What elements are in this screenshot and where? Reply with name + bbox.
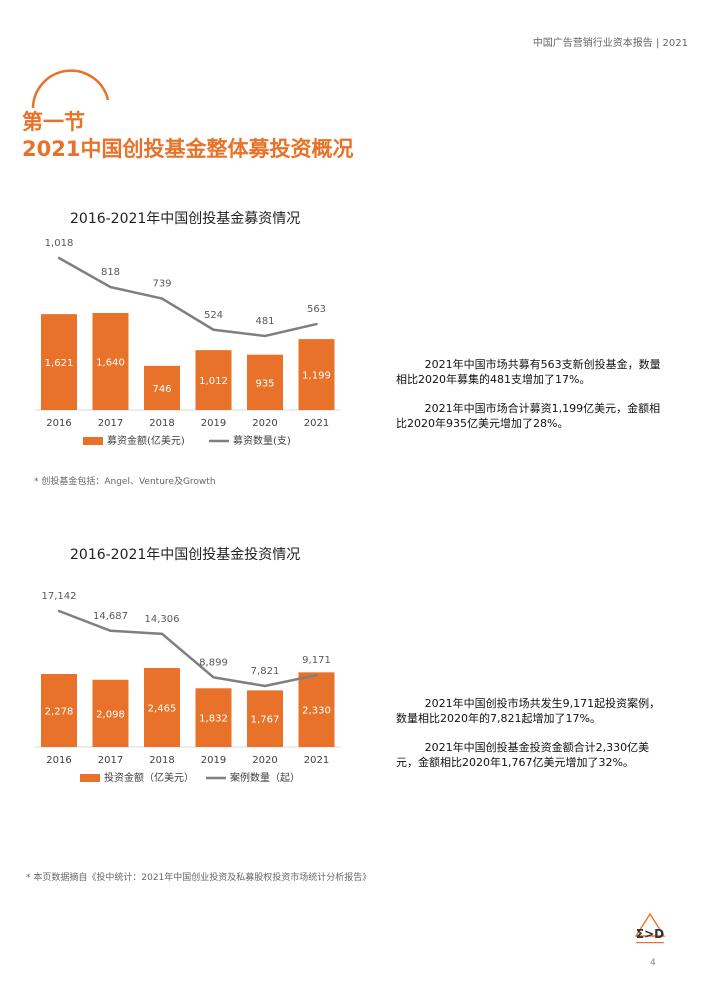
- description-text: 2021年中国市场合计募资1,199亿美元，金额相比2020年935亿美元增加了…: [396, 402, 661, 430]
- bar: [41, 673, 77, 747]
- bar-value-label: 746: [152, 384, 171, 395]
- line-point: [109, 285, 112, 289]
- line-point: [160, 632, 164, 636]
- bar-value-label: 2,330: [302, 706, 331, 717]
- x-tick-label: 2021: [304, 418, 329, 429]
- bar-value-label: 1,012: [199, 376, 228, 387]
- x-tick-label: 2018: [149, 418, 174, 429]
- bar-value-label: 935: [255, 378, 274, 389]
- line-point: [315, 322, 318, 326]
- bar: [92, 679, 129, 747]
- legend-swatch-bar: [80, 774, 100, 782]
- legend-label: 募资金额(亿美元): [107, 434, 185, 447]
- bar: [92, 313, 129, 410]
- bar-value-label: 1,621: [45, 358, 74, 369]
- bar: [298, 672, 335, 747]
- line-value-label: 14,306: [145, 614, 180, 625]
- bar-value-label: 2,278: [45, 706, 74, 717]
- bar: [298, 339, 335, 410]
- chart1-title: 2016-2021年中国创投基金募资情况: [70, 211, 301, 227]
- bar-value-label: 1,767: [251, 715, 280, 726]
- page-number: 4: [650, 958, 656, 968]
- bar-value-label: 2,098: [96, 709, 125, 720]
- legend-label: 投资金额（亿美元）: [104, 771, 194, 784]
- x-tick-label: 2017: [98, 418, 123, 429]
- line-value-label: 7,821: [251, 666, 280, 677]
- description-text: 2021年中国市场共募有563支新创投基金，数量相比2020年募集的481支增加…: [396, 358, 661, 386]
- line-series: [58, 256, 317, 338]
- bar: [195, 688, 232, 747]
- line-value-label: 818: [101, 267, 120, 278]
- svg-text:Σ>D: Σ>D: [636, 927, 664, 941]
- source-note: * 本页数据摘自《投中统计：2021年中国创业投资及私募股权投资市场统计分析报告…: [26, 873, 372, 883]
- fundraising-chart: 1,621 1,640 746 1,012 935 1,199 1,018 818 739 524…: [35, 238, 341, 447]
- x-tick-label: 2017: [98, 755, 123, 766]
- bar-value-label: 1,640: [96, 358, 125, 369]
- bar-value-label: 1,199: [302, 371, 331, 382]
- description-text: 2021年中国创投基金投资金额合计2,330亿美元，金额相比2020年1,767…: [396, 741, 650, 769]
- bar: [41, 314, 77, 410]
- bar-value-label: 1,832: [199, 714, 228, 725]
- line-value-label: 14,687: [93, 611, 128, 622]
- investment-chart: 2,278 2,098 2,465 1,832 1,767 2,330 17,142 14,6…: [35, 591, 341, 784]
- line-point: [263, 334, 267, 338]
- bar: [247, 354, 283, 410]
- section-title: 2021中国创投基金整体募投资概况: [22, 137, 354, 161]
- company-logo-icon: Σ>D: [634, 912, 666, 944]
- line-point: [212, 328, 215, 331]
- line-point: [57, 609, 61, 613]
- x-tick-label: 2018: [149, 755, 174, 766]
- line-point: [315, 673, 318, 677]
- report-header: 中国广告营销行业资本报告 | 2021: [532, 38, 688, 49]
- line-point: [212, 676, 215, 679]
- chart1-note: * 创投基金包括：Angel、Venture及Growth: [34, 477, 216, 487]
- line-point: [263, 684, 267, 688]
- line-value-label: 524: [204, 310, 223, 321]
- x-tick-label: 2021: [304, 755, 329, 766]
- line-value-label: 8,899: [199, 657, 228, 668]
- x-tick-label: 2020: [252, 418, 277, 429]
- section-number: 第一节: [22, 110, 85, 134]
- line-value-label: 1,018: [45, 238, 74, 249]
- line-value-label: 739: [152, 279, 171, 290]
- line-point: [109, 629, 112, 632]
- line-value-label: 17,142: [42, 591, 77, 602]
- description-block-2: 2021年中国创投市场共发生9,171起投资案例，数量相比2020年的7,821…: [396, 696, 666, 784]
- line-point: [57, 256, 61, 260]
- line-point: [160, 297, 164, 300]
- bar-value-label: 2,465: [148, 704, 177, 715]
- x-tick-label: 2020: [252, 755, 277, 766]
- x-tick-label: 2019: [201, 755, 226, 766]
- line-value-label: 481: [255, 316, 274, 327]
- x-tick-label: 2019: [201, 418, 226, 429]
- legend-swatch-bar: [83, 437, 103, 445]
- bar: [144, 365, 180, 410]
- bar: [247, 690, 283, 747]
- bar: [144, 668, 180, 747]
- chart2-title: 2016-2021年中国创投基金投资情况: [70, 547, 301, 563]
- line-value-label: 563: [307, 304, 326, 315]
- legend-label: 案例数量（起）: [230, 771, 300, 784]
- legend-label: 募资数量(支): [233, 434, 291, 447]
- x-tick-label: 2016: [46, 755, 71, 766]
- bar: [195, 350, 232, 410]
- description-block-1: 2021年中国市场共募有563支新创投基金，数量相比2020年募集的481支增加…: [396, 357, 666, 445]
- decorative-arc-icon: [31, 69, 110, 109]
- line-series: [58, 609, 317, 688]
- description-text: 2021年中国创投市场共发生9,171起投资案例，数量相比2020年的7,821…: [396, 697, 661, 725]
- line-value-label: 9,171: [302, 655, 331, 666]
- x-tick-label: 2016: [46, 418, 71, 429]
